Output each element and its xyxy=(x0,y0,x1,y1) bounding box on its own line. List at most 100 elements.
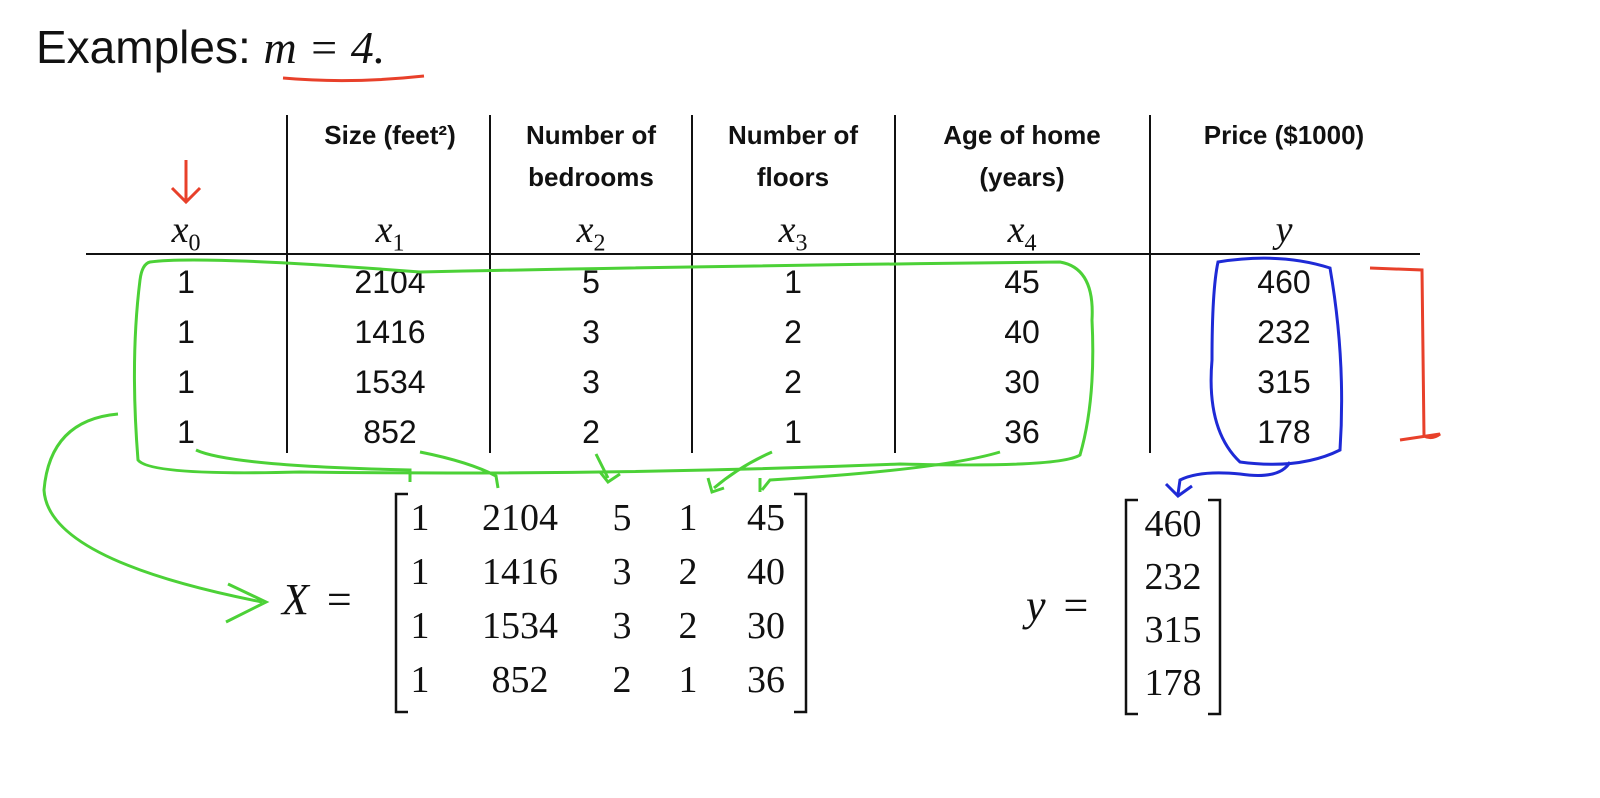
variable-symbol: x xyxy=(375,209,393,251)
matrix-x-symbol: X xyxy=(282,575,309,624)
table-cell: 30 xyxy=(1004,364,1040,400)
variable-symbol: x xyxy=(576,209,594,251)
green-arrow xyxy=(195,448,412,482)
column-variable: x3 xyxy=(733,208,853,258)
red-bracket xyxy=(1369,266,1441,442)
matrix-x-entry: 1 xyxy=(410,497,430,539)
blue-arrow xyxy=(1164,461,1292,498)
table-cell: 1 xyxy=(784,264,802,300)
vector-y-entry: 460 xyxy=(1144,503,1202,545)
table-cell: 1 xyxy=(177,414,195,450)
variable-symbol: y xyxy=(1275,209,1293,251)
title-label: Examples: xyxy=(36,21,251,73)
column-header-line: Number of xyxy=(526,120,656,150)
matrix-x-entry: 3 xyxy=(612,605,632,647)
matrix-x-entry: 1 xyxy=(410,551,430,593)
table-cell: 45 xyxy=(1004,264,1040,300)
variable-symbol: x xyxy=(1007,209,1025,251)
table-cell: 1416 xyxy=(354,314,426,350)
column-header-line: Size (feet²) xyxy=(324,120,456,150)
table-cell: 178 xyxy=(1257,414,1311,450)
matrix-x-equals: = xyxy=(326,575,352,624)
variable-symbol: x xyxy=(171,209,189,251)
matrix-x-entry: 5 xyxy=(612,497,632,539)
table-cell: 1 xyxy=(177,364,195,400)
vector-y-right-bracket xyxy=(1208,498,1222,716)
table-cell: 852 xyxy=(363,414,417,450)
column-header-line: Age of home xyxy=(943,120,1101,150)
matrix-x-entry: 36 xyxy=(747,659,785,701)
vector-y-symbol: y xyxy=(1026,581,1046,630)
matrix-x-entry: 1534 xyxy=(482,605,558,647)
matrix-x-entry: 2104 xyxy=(482,497,558,539)
column-variable: x4 xyxy=(962,208,1082,258)
column-header: Age of home (years) xyxy=(922,114,1122,198)
table-cell: 2 xyxy=(784,314,802,350)
table-cell: 315 xyxy=(1257,364,1311,400)
column-header: Number of bedrooms xyxy=(491,114,691,198)
table-cell: 5 xyxy=(582,264,600,300)
matrix-x-entry: 1 xyxy=(410,659,430,701)
variable-subscript: 0 xyxy=(188,230,201,257)
matrix-x-right-bracket xyxy=(794,492,808,714)
table-cell: 1534 xyxy=(354,364,426,400)
green-arrow xyxy=(758,450,1001,492)
matrix-x-entry: 3 xyxy=(612,551,632,593)
vector-y-left-bracket xyxy=(1124,498,1138,716)
title-math: m = 4. xyxy=(263,22,386,73)
matrix-x-entry: 45 xyxy=(747,497,785,539)
table-cell: 460 xyxy=(1257,264,1311,300)
table-cell: 1 xyxy=(177,264,195,300)
table-cell: 40 xyxy=(1004,314,1040,350)
column-variable: y xyxy=(1224,208,1344,252)
blue-price-loop xyxy=(1209,256,1344,466)
variable-subscript: 1 xyxy=(392,230,405,257)
vector-y-entry: 315 xyxy=(1144,609,1202,651)
table-cell: 2 xyxy=(582,414,600,450)
red-down-arrow xyxy=(170,160,202,205)
green-arrow xyxy=(706,450,773,494)
green-arrow xyxy=(594,453,621,485)
matrix-x-entry: 40 xyxy=(747,551,785,593)
red-underline xyxy=(282,74,425,83)
matrix-x-entry: 2 xyxy=(678,551,698,593)
matrix-x-entry: 1 xyxy=(410,605,430,647)
table-cell: 3 xyxy=(582,314,600,350)
vector-y-equals: = xyxy=(1063,581,1089,630)
column-variable: x0 xyxy=(126,208,246,258)
table-cell: 232 xyxy=(1257,314,1311,350)
green-arrow xyxy=(419,450,500,489)
matrix-x-label: X = xyxy=(282,574,352,625)
table-cell: 1 xyxy=(177,314,195,350)
matrix-x-entry: 1 xyxy=(678,497,698,539)
variable-subscript: 4 xyxy=(1024,230,1037,257)
column-header: Price ($1000) xyxy=(1184,114,1384,156)
table-cell: 3 xyxy=(582,364,600,400)
green-feature-loop xyxy=(132,258,1095,475)
column-variable: x1 xyxy=(330,208,450,258)
matrix-x-entry: 2 xyxy=(678,605,698,647)
column-header-line: bedrooms xyxy=(528,162,654,192)
slide-title: Examples: m = 4. xyxy=(36,20,385,74)
table-cell: 36 xyxy=(1004,414,1040,450)
matrix-x-entry: 2 xyxy=(612,659,632,701)
table-cell: 1 xyxy=(784,414,802,450)
matrix-x-entry: 852 xyxy=(491,659,549,701)
matrix-x-left-bracket xyxy=(394,492,408,714)
matrix-x-entry: 30 xyxy=(747,605,785,647)
column-header-line: floors xyxy=(756,162,830,192)
green-big-arrow xyxy=(42,412,270,624)
vector-y-label: y = xyxy=(1026,580,1088,631)
column-header: Number of floors xyxy=(693,114,893,198)
variable-subscript: 2 xyxy=(593,230,606,257)
table-cell: 2 xyxy=(784,364,802,400)
column-header-line: Number of xyxy=(728,120,858,150)
variable-symbol: x xyxy=(778,209,796,251)
vector-y-entry: 178 xyxy=(1144,662,1202,704)
matrix-x-entry: 1416 xyxy=(482,551,558,593)
vector-y-entry: 232 xyxy=(1144,556,1202,598)
column-header: Size (feet²) xyxy=(290,114,490,156)
matrix-x-entry: 1 xyxy=(678,659,698,701)
column-variable: x2 xyxy=(531,208,651,258)
